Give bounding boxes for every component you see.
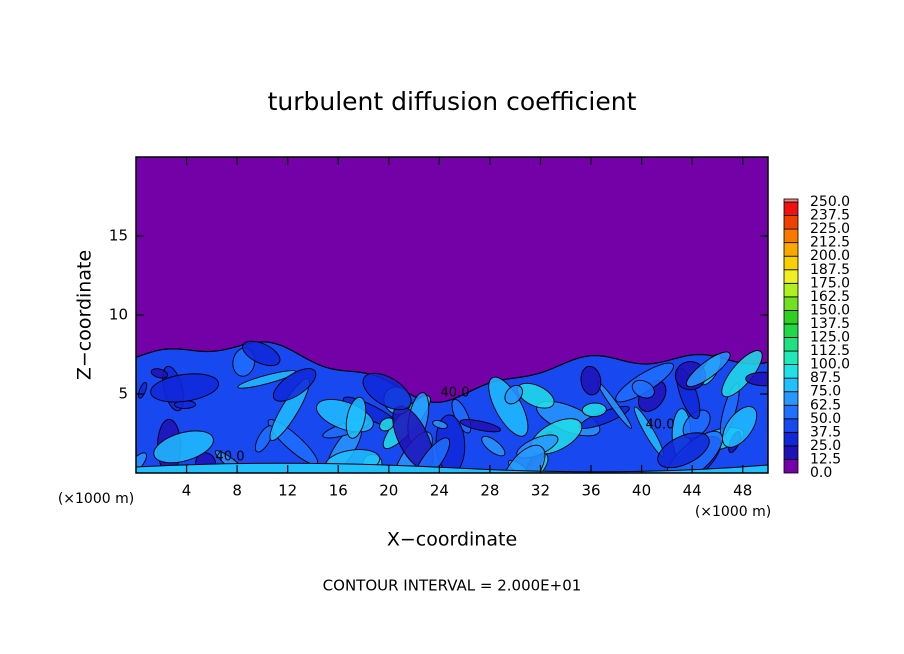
colorbar-label: 150.0: [810, 302, 850, 318]
swirl: [362, 372, 412, 411]
swirl: [432, 420, 448, 429]
colorbar-label: 100.0: [810, 357, 850, 373]
y-tick-label: 15: [109, 227, 128, 245]
x-tick-label: 12: [278, 482, 297, 500]
x-tick-label: 4: [182, 482, 192, 500]
swirl: [488, 376, 529, 437]
colorbar-label: 0.0: [810, 465, 832, 481]
surface-layer: [136, 462, 768, 473]
colorbar-label: 37.5: [810, 424, 841, 440]
colorbar-label: 50.0: [810, 411, 841, 427]
swirl: [581, 402, 607, 417]
swirl: [657, 432, 710, 469]
swirl: [722, 406, 758, 448]
x-tick-label: 44: [683, 482, 702, 500]
colorbar-label: 187.5: [810, 262, 850, 278]
swirl: [686, 351, 731, 388]
colorbar-box: [783, 445, 799, 460]
colorbar-box: [783, 459, 799, 474]
colorbar-box: [783, 309, 799, 325]
colorbar-box: [783, 418, 799, 433]
field: 40.0 40.0 40.0: [136, 157, 768, 473]
colorbar-label: 200.0: [810, 248, 850, 264]
chart-title: turbulent diffusion coefficient: [268, 87, 637, 116]
swirl: [150, 368, 169, 379]
colorbar-box: [783, 201, 799, 216]
x-unit-label: (×1000 m): [58, 491, 134, 507]
colorbar-label: 212.5: [810, 235, 850, 251]
colorbar-label: 25.0: [810, 438, 841, 454]
x-axis-label: X−coordinate: [387, 529, 517, 551]
colorbar-label: 12.5: [810, 451, 841, 467]
colorbar-label: 125.0: [810, 330, 850, 346]
y-tick-label: 10: [109, 306, 128, 324]
x-tick-label: 24: [430, 482, 449, 500]
colorbar-label: 62.5: [810, 397, 841, 413]
colorbar-box: [783, 255, 799, 271]
colorbar-box: [783, 337, 799, 352]
x-tick-label: 8: [232, 482, 242, 500]
swirl: [459, 419, 502, 433]
x-tick-label: 40: [632, 482, 651, 500]
colorbar-label: 225.0: [810, 221, 850, 237]
colorbar-label: 75.0: [810, 384, 841, 400]
colorbar-label: 237.5: [810, 208, 850, 224]
colorbar-box: [783, 364, 799, 379]
y-axis-label: Z−coordinate: [74, 250, 96, 380]
colorbar-box: [783, 269, 799, 284]
swirl: [580, 365, 602, 396]
colorbar-label: 162.5: [810, 289, 850, 305]
swirl: [242, 340, 281, 367]
swirl: [631, 379, 655, 399]
swirl: [150, 373, 219, 403]
colorbar-box: [783, 296, 799, 311]
colorbar-label: 112.5: [810, 343, 850, 359]
swirl: [345, 396, 367, 439]
colorbar-box: [783, 198, 799, 203]
x-tick-label: 28: [480, 482, 499, 500]
swirl: [254, 425, 274, 453]
colorbar-box: [783, 431, 799, 447]
colorbar-box: [783, 242, 799, 257]
swirl: [502, 444, 546, 473]
colorbar-box: [783, 391, 799, 406]
swirl: [153, 430, 214, 464]
x-tick-label: 16: [329, 482, 348, 500]
colorbar-box: [783, 377, 799, 393]
colorbar-label: 250.0: [810, 194, 850, 210]
colorbar-box: [783, 350, 799, 365]
colorbar-label: 137.5: [810, 316, 850, 332]
colorbar-box: [783, 215, 799, 230]
footnote: CONTOUR INTERVAL = 2.000E+01: [323, 577, 582, 595]
contour-label: 40.0: [646, 418, 675, 433]
contour-label: 40.0: [441, 386, 470, 401]
x-tick-label: 20: [379, 482, 398, 500]
y-tick-label: 5: [118, 385, 128, 403]
x-unit-label: (×1000 m): [695, 504, 771, 520]
colorbar-box: [783, 228, 799, 244]
swirl: [272, 368, 317, 402]
x-tick-label: 48: [733, 482, 752, 500]
colorbar-box: [783, 404, 799, 420]
colorbar-label: 175.0: [810, 275, 850, 291]
x-tick-label: 32: [531, 482, 550, 500]
swirl: [481, 435, 506, 457]
colorbar-box: [783, 323, 799, 338]
x-tick-label: 36: [581, 482, 600, 500]
swirl: [504, 384, 523, 405]
colorbar-label: 87.5: [810, 370, 841, 386]
swirl: [745, 371, 768, 387]
colorbar-box: [783, 282, 799, 298]
contour-label: 40.0: [216, 450, 245, 465]
